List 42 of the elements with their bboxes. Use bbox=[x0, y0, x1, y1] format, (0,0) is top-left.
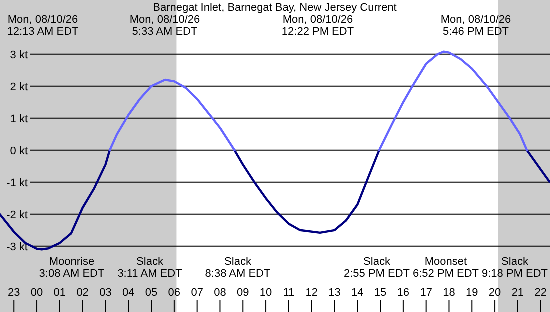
y-tick-label: -2 kt bbox=[6, 209, 28, 222]
annotation: Slack 2:55 PM EDT bbox=[344, 256, 410, 280]
x-tick-label: 01 bbox=[54, 287, 66, 299]
x-tick-label: 22 bbox=[534, 287, 547, 299]
y-tick-label: -1 kt bbox=[6, 177, 28, 190]
x-tick-label: 02 bbox=[76, 287, 89, 299]
x-tick-label: 05 bbox=[145, 287, 158, 299]
annotation: Slack 9:18 PM EDT bbox=[482, 256, 548, 280]
x-tick-label: 06 bbox=[168, 287, 181, 299]
x-tick-label: 04 bbox=[122, 287, 135, 299]
annotation: Mon, 08/10/26 5:46 PM EDT bbox=[440, 14, 512, 38]
annotation: Mon, 08/10/26 12:13 AM EDT bbox=[7, 14, 80, 38]
y-tick-label: 3 kt bbox=[10, 49, 28, 62]
annotation: Mon, 08/10/26 5:33 AM EDT bbox=[130, 14, 200, 38]
chart-title: Barnegat Inlet, Barnegat Bay, New Jersey Current bbox=[153, 2, 397, 14]
x-tick-label: 11 bbox=[283, 287, 295, 299]
x-tick-label: 19 bbox=[466, 287, 478, 299]
x-tick-label: 09 bbox=[237, 287, 250, 299]
x-tick-label: 18 bbox=[443, 287, 456, 299]
x-tick-label: 08 bbox=[214, 287, 226, 299]
x-tick-label: 07 bbox=[191, 287, 204, 299]
x-tick-label: 10 bbox=[260, 287, 272, 299]
annotation: Slack 8:38 AM EDT bbox=[205, 256, 271, 280]
x-tick-label: 15 bbox=[374, 287, 387, 299]
x-tick-label: 21 bbox=[512, 287, 524, 299]
x-tick-label: 12 bbox=[306, 287, 318, 299]
x-tick-label: 16 bbox=[397, 287, 410, 299]
x-tick-label: 13 bbox=[328, 287, 341, 299]
x-tick-label: 00 bbox=[30, 287, 44, 299]
x-tick-label: 20 bbox=[488, 287, 502, 299]
x-tick-label: 03 bbox=[100, 287, 112, 299]
x-tick-label: 14 bbox=[352, 287, 364, 299]
annotation: Moonrise 3:08 AM EDT bbox=[39, 256, 105, 280]
y-tick-label: 0 kt bbox=[10, 145, 28, 158]
annotation: Slack 3:11 AM EDT bbox=[118, 256, 183, 280]
x-tick-label: 17 bbox=[420, 287, 432, 299]
annotation: Mon, 08/10/26 12:22 PM EDT bbox=[282, 14, 354, 38]
x-tick-label: 23 bbox=[8, 287, 20, 299]
y-tick-label: 2 kt bbox=[10, 81, 28, 94]
y-tick-label: -3 kt bbox=[6, 241, 28, 254]
annotation: Moonset 6:52 PM EDT bbox=[412, 256, 480, 280]
y-tick-label: 1 kt bbox=[10, 113, 28, 126]
